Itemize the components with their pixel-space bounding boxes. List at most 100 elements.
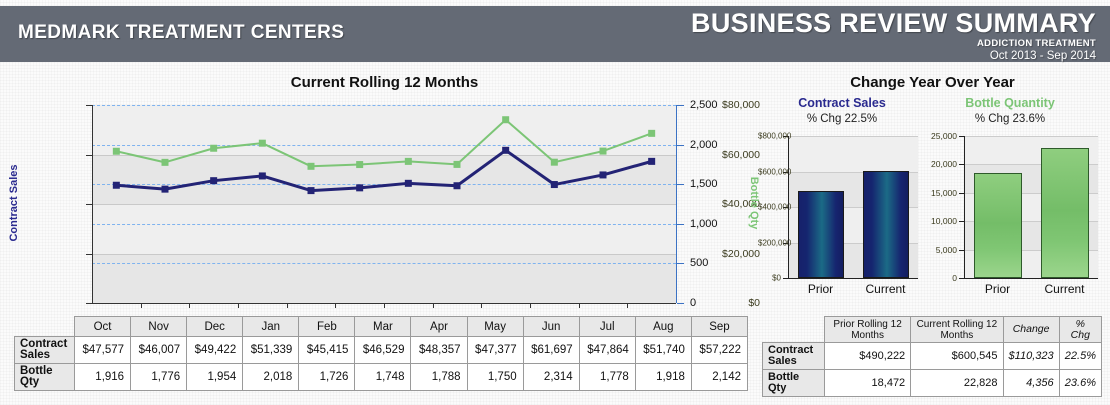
data-cell: 2,314 [522, 363, 580, 391]
bar-axis-tick-mark [959, 221, 964, 223]
gridline [92, 204, 676, 205]
bar-axis-tick-label: 5,000 [935, 244, 957, 255]
month-header: Oct [73, 316, 132, 337]
bar-axis-tick-mark [959, 136, 964, 137]
right-axis-tick-label: 1,000 [690, 217, 718, 230]
gridline-secondary [92, 144, 676, 146]
data-cell: $47,577 [73, 336, 132, 364]
right-axis-tick-label: 0 [690, 297, 697, 309]
table-header-row: Prior Rolling 12 Months Current Rolling 1… [763, 316, 1103, 343]
month-header: Jul [578, 316, 636, 337]
x-axis-tick-mark [140, 303, 142, 308]
x-axis-tick-mark [189, 303, 191, 308]
table-row: Contract Sales $490,222 $600,545 $110,323 22.… [762, 342, 1103, 370]
main-chart-title: Current Rolling 12 Months [290, 74, 479, 91]
data-cell: 1,750 [466, 363, 524, 391]
left-axis-tick-mark [86, 303, 92, 304]
right-axis-tick-label: 1,500 [690, 178, 718, 191]
table-row: Contract Sales $47,577 $46,007 $49,422 $51,33… [14, 336, 749, 364]
bar-prior [973, 173, 1022, 278]
bar-gridline [964, 249, 1098, 251]
contract-sales-pct-change: % Chg 22.5% [806, 113, 878, 125]
left-axis-tick-label: $60,000 [722, 148, 760, 161]
bar-gridline [788, 171, 918, 173]
left-axis [92, 105, 93, 303]
page-title: BUSINESS REVIEW SUMMARY [691, 8, 1096, 38]
right-axis-tick-label: 500 [690, 257, 709, 270]
bar-plot-band [788, 136, 918, 172]
table-corner [763, 317, 825, 343]
row-label: Contract Sales [14, 336, 75, 364]
bar-gridline [964, 136, 1098, 137]
bar-value-axis [964, 136, 965, 278]
series-marker [307, 162, 315, 170]
right-axis-tick-mark [677, 223, 684, 225]
right-axis [676, 105, 677, 303]
data-cell: 1,776 [130, 363, 188, 391]
data-cell: $51,740 [634, 336, 692, 364]
bar-axis-tick-label: 25,000 [931, 131, 957, 141]
data-cell: 1,778 [578, 363, 636, 391]
data-cell: $57,222 [690, 336, 749, 364]
left-axis-tick-label: $0 [748, 297, 760, 309]
bottle-quantity-bar-title: Bottle Quantity [965, 96, 1055, 110]
bar-value-axis [788, 136, 789, 278]
month-header: Jun [522, 316, 580, 337]
x-axis-tick-mark [627, 303, 629, 308]
right-axis-tick-mark [677, 263, 684, 265]
right-axis-tick-mark [677, 144, 684, 146]
table-row: Bottle Qty 1,916 1,776 1,954 2,018 1,726 1,748 1… [14, 363, 749, 391]
bar-axis-tick-label: 0 [952, 273, 957, 283]
series-line-contract-sales [116, 148, 653, 193]
data-cell: 23.6% [1058, 369, 1103, 397]
bar-gridline [788, 207, 918, 208]
bar-gridline [788, 136, 918, 137]
series-marker [258, 172, 266, 180]
series-marker [161, 185, 169, 193]
series-marker [161, 158, 169, 166]
bar-axis-tick-label: 15,000 [931, 187, 957, 198]
data-cell: 1,748 [354, 363, 412, 391]
series-marker [599, 171, 607, 179]
plot-band [92, 105, 676, 155]
bar-axis-tick-mark [783, 136, 788, 137]
gridline-secondary [92, 263, 676, 265]
bar-axis-tick-mark [959, 192, 964, 194]
bar-axis-tick-mark [959, 164, 964, 166]
series-marker [404, 179, 412, 187]
series-marker [356, 184, 364, 192]
gridline [92, 154, 676, 156]
gridline [92, 253, 676, 255]
series-marker [356, 161, 364, 169]
series-marker [112, 181, 120, 189]
series-marker [210, 177, 218, 185]
bar-category-label: Prior [984, 282, 1011, 296]
series-marker [258, 139, 266, 147]
rolling-12-months-line-chart: $0 $20,000 $40,000 $60,000 $80,000 0 500 1,000… [0, 92, 760, 312]
company-name: MEDMARK TREATMENT CENTERS [18, 22, 345, 43]
left-axis-tick-mark [86, 253, 92, 255]
table-header-row: Oct Nov Dec Jan Feb Mar Apr May Jun Jul Aug Sep [15, 316, 749, 337]
month-header: Aug [634, 316, 692, 337]
data-cell: $490,222 [823, 342, 912, 370]
left-axis-tick-mark [86, 154, 92, 156]
series-marker [599, 147, 607, 155]
page-header: MEDMARK TREATMENT CENTERS BUSINESS REVIE… [0, 6, 1110, 62]
bar-gridline [964, 221, 1098, 223]
right-axis-tick-label: 2,000 [690, 138, 718, 151]
bar-gridline [964, 192, 1098, 194]
series-marker [502, 146, 510, 154]
table-body: Contract Sales $490,222 $600,545 $110,323 22.… [762, 342, 1103, 397]
series-marker [453, 160, 461, 168]
bottle-quantity-bar-chart: 0 5,000 10,000 15,000 20,000 25,000 Prior Curre… [920, 128, 1100, 313]
monthly-data-table: Oct Nov Dec Jan Feb Mar Apr May Jun Jul Aug Sep Con… [14, 316, 749, 391]
summary-header: Prior Rolling 12 Months [823, 316, 912, 343]
gridline-secondary [92, 223, 676, 225]
summary-header: Change [1002, 316, 1060, 343]
left-axis-tick-mark [86, 204, 92, 205]
bar-axis-tick-label: $800,000 [758, 131, 792, 141]
month-header: Mar [354, 316, 412, 337]
report-date-range: Oct 2013 - Sep 2014 [989, 50, 1096, 62]
row-label: Contract Sales [762, 342, 825, 370]
bar-category-label: Prior [807, 282, 834, 296]
